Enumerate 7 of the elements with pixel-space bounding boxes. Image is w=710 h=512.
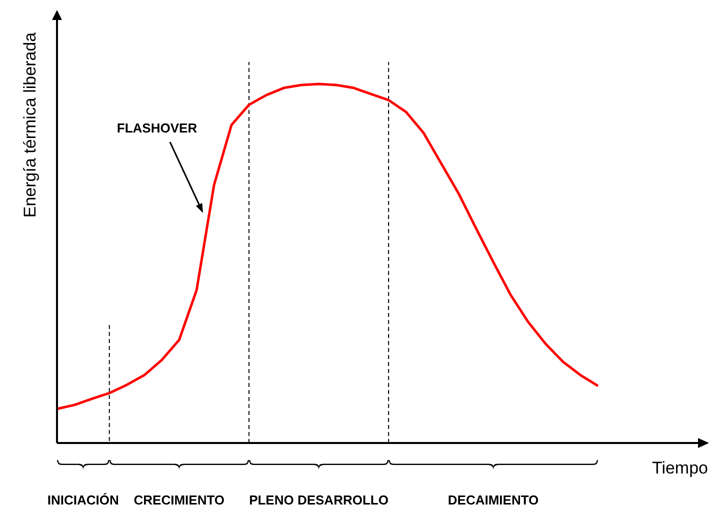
- text: PLENO DESARROLLO: [249, 492, 388, 508]
- text: DECAIMIENTO: [448, 492, 539, 508]
- annotation: FLASHOVER: [116, 120, 198, 136]
- x-axis-title: Tiempo: [652, 458, 708, 478]
- text: CRECIMIENTO: [134, 492, 225, 508]
- text: INICIACIÓN: [47, 492, 119, 508]
- y-axis-title: Energía térmica liberada: [20, 32, 40, 218]
